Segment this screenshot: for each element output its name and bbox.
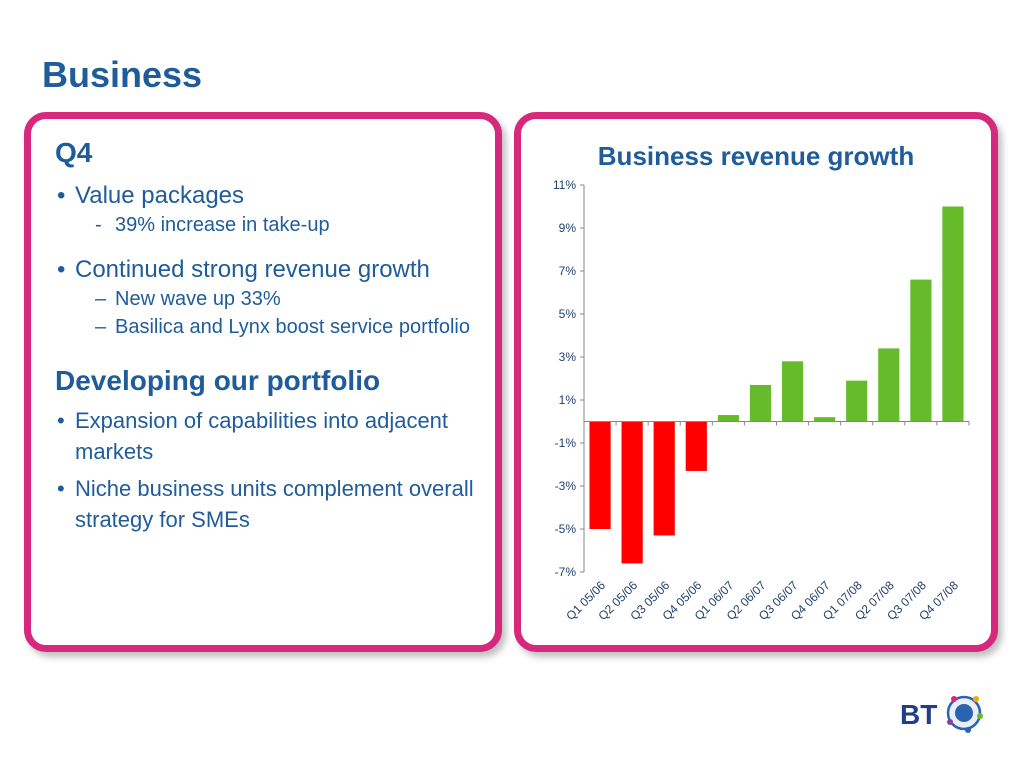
bar-q2-06-07 — [749, 384, 772, 422]
slide-title: Business — [42, 54, 203, 95]
sub-item-basilica-lynx: – Basilica and Lynx boost service portfo… — [95, 315, 481, 339]
bar-q2-07-08 — [878, 348, 900, 422]
sub-list: - 39% increase in take-up — [95, 213, 481, 237]
y-tick-label: 5% — [559, 307, 577, 321]
y-tick-label: 1% — [559, 393, 577, 407]
bar-q3-07-08 — [910, 279, 932, 422]
bar-q1-07-08 — [846, 380, 868, 422]
bar-q4-06-07 — [814, 417, 836, 422]
sub-item-label: Basilica and Lynx boost service portfoli… — [115, 316, 470, 338]
chart-title: Business revenue growth — [597, 141, 915, 171]
sub-marker: – — [95, 288, 107, 310]
sub-item-label: 39% increase in take-up — [115, 214, 330, 236]
y-tick-label: -1% — [555, 436, 577, 450]
developing-portfolio-heading: Developing our portfolio — [55, 365, 381, 396]
logo-dot-purple — [947, 719, 953, 725]
logo-dot-blue — [965, 727, 971, 733]
sub-marker: - — [95, 214, 102, 236]
logo-dot-amber — [973, 696, 979, 702]
sub-list: – New wave up 33% – Basilica and Lynx bo… — [95, 287, 481, 339]
bar-q1-05-06 — [589, 421, 611, 529]
bullet-niche-units: Niche business units complement overall … — [55, 473, 481, 535]
sub-marker: – — [95, 316, 107, 338]
q4-bullet-list: Value packages - 39% increase in take-up… — [55, 181, 481, 339]
bullet-expansion: Expansion of capabilities into adjacent … — [55, 405, 481, 467]
y-tick-label: 11% — [553, 178, 576, 192]
y-tick-label: -3% — [555, 479, 577, 493]
bullet-label: Value packages — [75, 182, 245, 209]
y-tick-label: 9% — [559, 221, 577, 235]
chart-panel: Business revenue growth 11% 9% 7% 5% 3% 1% -1%… — [514, 112, 998, 652]
sub-item-new-wave: – New wave up 33% — [95, 287, 481, 311]
sub-item-label: New wave up 33% — [115, 288, 281, 310]
logo-text: BT — [900, 699, 937, 730]
key-points-panel: Q4 Value packages - 39% increase in take… — [24, 112, 502, 652]
y-tick-label: 7% — [559, 264, 577, 278]
logo-globe-core — [955, 704, 973, 722]
key-points-text: Q4 Value packages - 39% increase in take… — [55, 137, 481, 541]
logo-dot-pink — [951, 696, 957, 702]
bar-q1-06-07 — [717, 415, 739, 422]
bar-q3-06-07 — [781, 361, 804, 422]
y-tick-label: 3% — [559, 350, 577, 364]
logo-dot-green — [977, 713, 983, 719]
y-tick-label: -7% — [555, 565, 577, 579]
bar-q4-07-08 — [942, 206, 964, 422]
portfolio-bullet-list: Expansion of capabilities into adjacent … — [55, 405, 481, 535]
bt-globe-logo-icon: BT — [900, 695, 983, 733]
y-tick-label: -5% — [555, 522, 577, 536]
q4-heading: Q4 — [55, 137, 93, 168]
sub-item-take-up: - 39% increase in take-up — [95, 213, 481, 237]
bar-q3-05-06 — [653, 421, 675, 536]
bar-q4-05-06 — [685, 421, 707, 471]
bullet-label: Continued strong revenue growth — [75, 256, 430, 283]
bar-q2-05-06 — [621, 421, 643, 564]
bullet-value-packages: Value packages - 39% increase in take-up — [55, 181, 481, 237]
bullet-revenue-growth: Continued strong revenue growth – New wa… — [55, 255, 481, 339]
